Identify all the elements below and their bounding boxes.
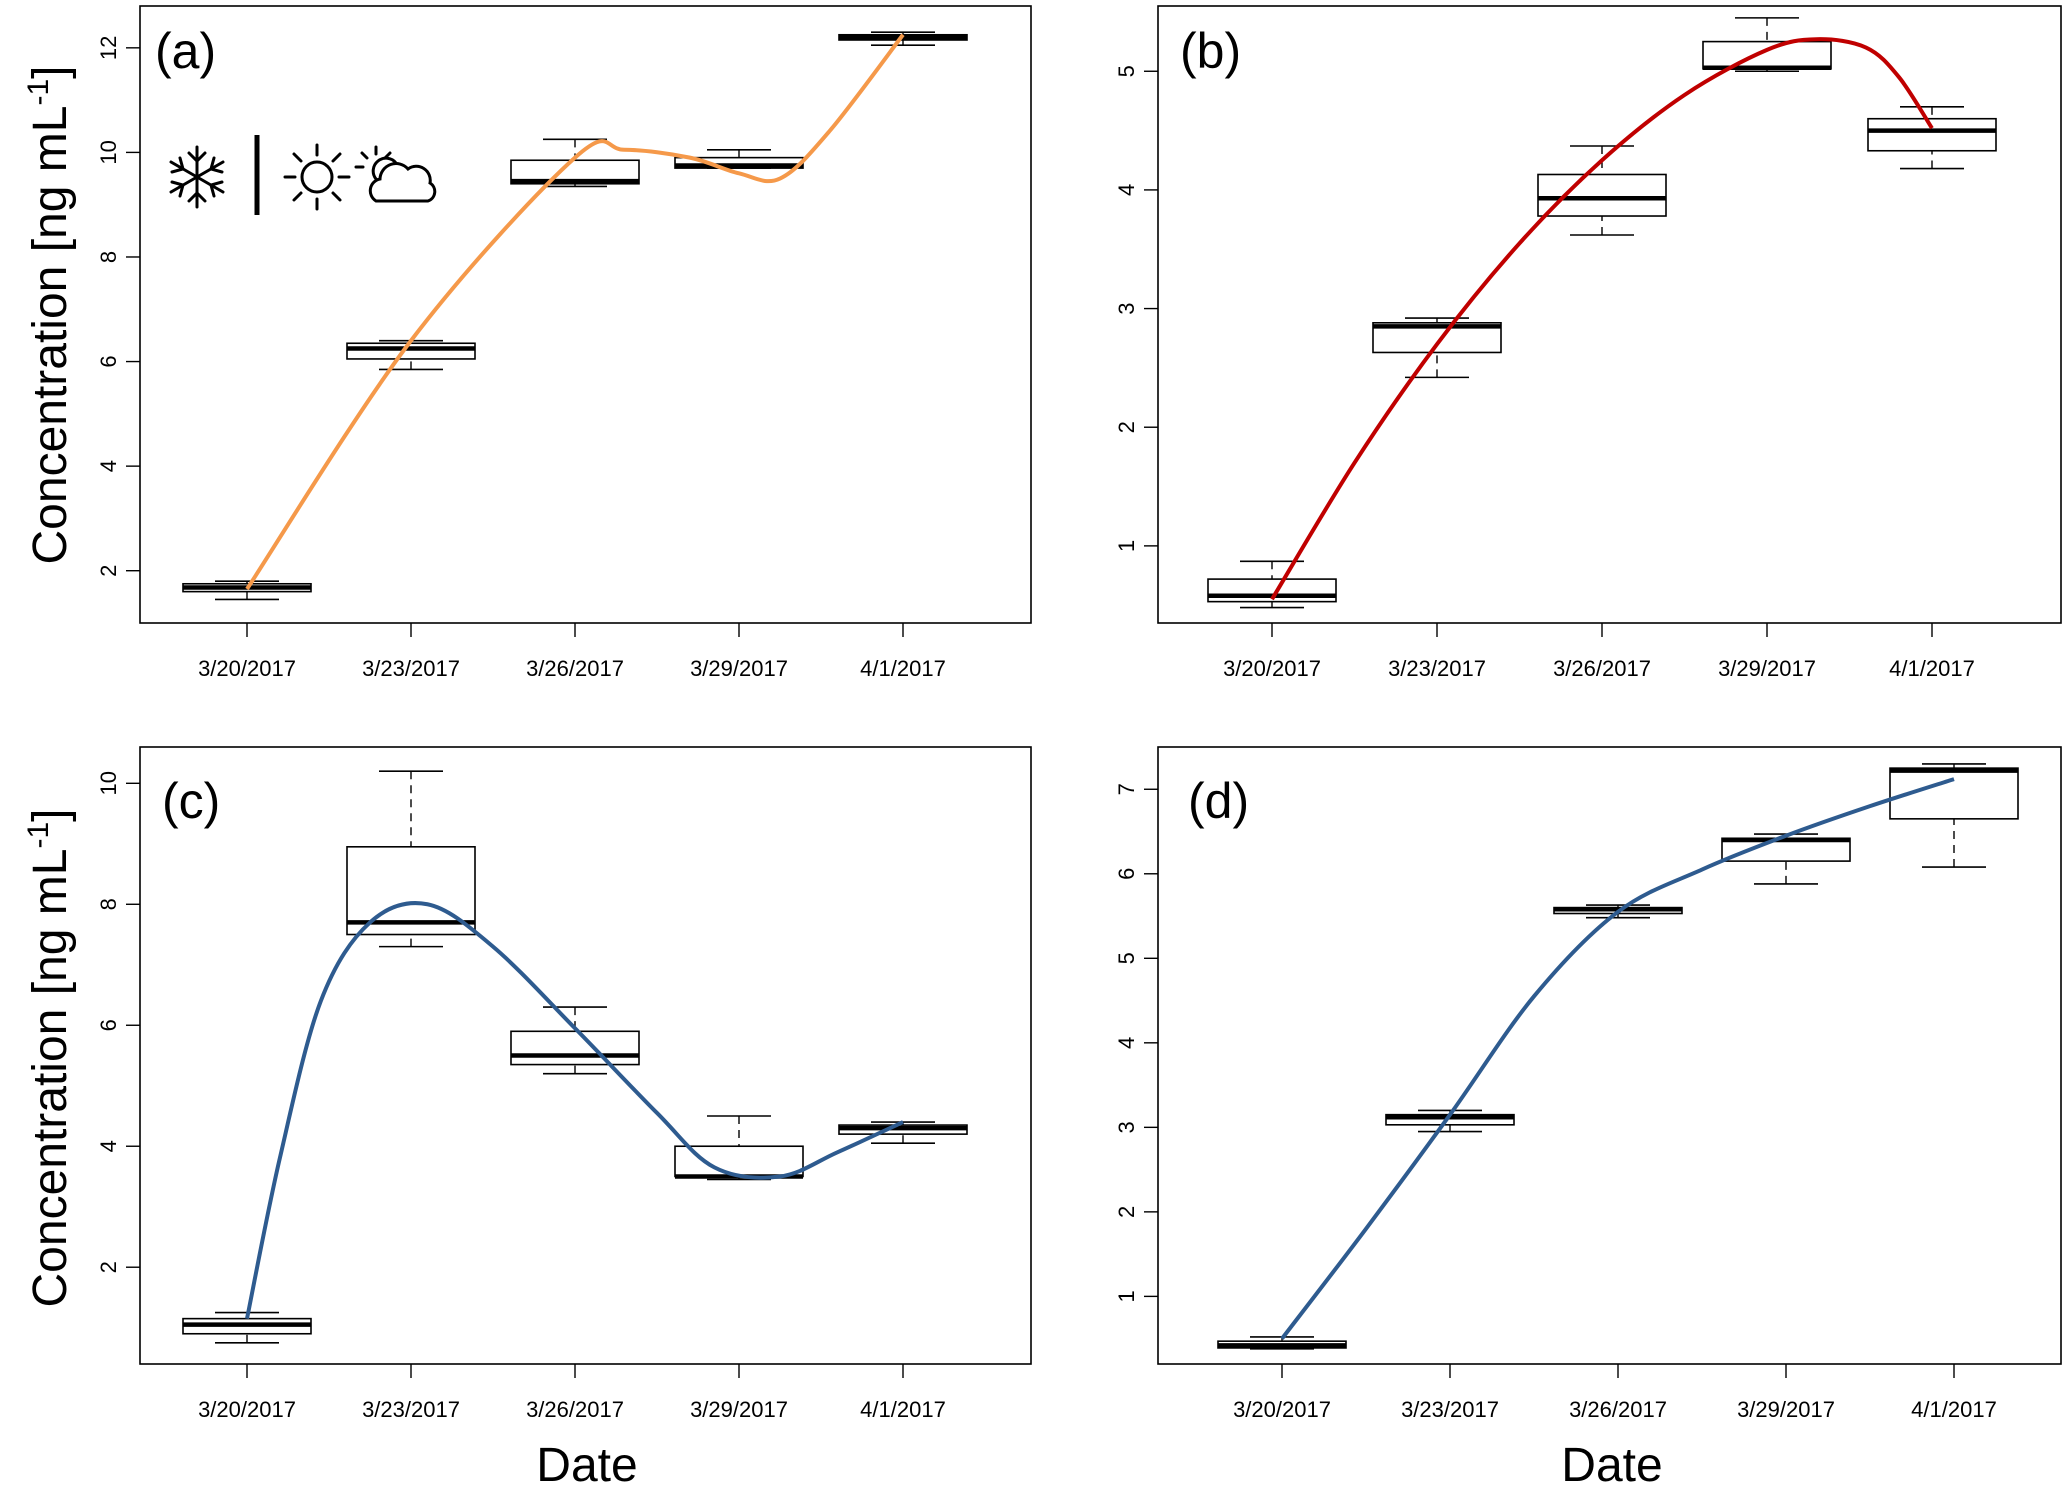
box-1	[346, 339, 476, 371]
x-tick-label: 4/1/2017	[860, 1397, 946, 1422]
y-tick-label: 1	[1114, 1290, 1139, 1302]
y-tick-label: 10	[96, 140, 121, 164]
y-tick-label: 6	[1114, 868, 1139, 880]
y-tick-label: 10	[96, 771, 121, 795]
fit-curve	[245, 33, 905, 591]
y-tick-label: 5	[1114, 65, 1139, 77]
box-4	[1867, 106, 1997, 170]
x-tick-label: 3/23/2017	[1388, 656, 1486, 681]
y-axis-label-c: Concentration [ng mL-1]	[22, 809, 77, 1308]
y-tick-label: 4	[96, 460, 121, 472]
x-axis-label-c: Date	[536, 1439, 637, 1492]
x-tick-label: 3/26/2017	[526, 656, 624, 681]
x-tick-label: 3/20/2017	[1233, 1397, 1331, 1422]
box-1	[346, 770, 476, 948]
y-tick-label: 4	[1114, 1037, 1139, 1049]
plot-frame-d	[1157, 746, 2062, 1365]
box-4	[1889, 763, 2019, 868]
y-tick-label: 3	[1114, 1121, 1139, 1133]
snowflake-icon	[169, 145, 225, 209]
box-2	[510, 1006, 640, 1075]
panel-c: (c) Concentration [ng mL-1] Date 2 4 6 8 10 3…	[22, 746, 1032, 1492]
y-tick-label: 2	[96, 1261, 121, 1273]
y-tick-label: 2	[96, 565, 121, 577]
x-tick-label: 3/23/2017	[1401, 1397, 1499, 1422]
y-axis-label-a: Concentration [ng mL-1]	[22, 66, 77, 565]
panel-label-d: (d)	[1188, 773, 1249, 829]
fit-curve	[245, 901, 904, 1320]
y-tick-label: 2	[1114, 1206, 1139, 1218]
iqr-box	[510, 1030, 640, 1066]
x-tick-label: 3/20/2017	[1223, 656, 1321, 681]
box-0	[1217, 1336, 1347, 1350]
panel-label-c: (c)	[162, 773, 220, 829]
plot-frame-c	[139, 746, 1032, 1365]
box-0	[182, 580, 312, 601]
box-1	[1372, 317, 1502, 379]
y-tick-label: 8	[96, 898, 121, 910]
box-3	[674, 1115, 804, 1181]
x-tick-label: 3/26/2017	[526, 1397, 624, 1422]
panel-label-a: (a)	[155, 23, 216, 79]
panel-label-b: (b)	[1180, 23, 1241, 79]
box-4	[838, 31, 968, 47]
y-tick-label: 1	[1114, 540, 1139, 552]
y-tick-label: 5	[1114, 952, 1139, 964]
plot-frame-b	[1157, 5, 2062, 624]
x-tick-label: 3/29/2017	[1718, 656, 1816, 681]
box-2	[510, 138, 640, 188]
y-tick-label: 6	[96, 1019, 121, 1031]
x-tick-label: 3/29/2017	[690, 1397, 788, 1422]
panel-b: (b) 1 2 3 4 5 3/20/2017 3/23/2017 3/26/2017 3/29…	[1114, 5, 2062, 681]
y-tick-label: 2	[1114, 421, 1139, 433]
x-tick-label: 3/20/2017	[198, 1397, 296, 1422]
y-tick-label: 12	[96, 36, 121, 60]
x-tick-label: 3/29/2017	[690, 656, 788, 681]
fit-curve	[1280, 777, 1955, 1340]
partly-cloudy-icon	[354, 145, 437, 203]
x-tick-label: 3/29/2017	[1737, 1397, 1835, 1422]
box-0	[182, 1311, 312, 1344]
fit-curve	[1270, 37, 1934, 601]
plot-frame-a	[139, 5, 1032, 624]
x-tick-label: 4/1/2017	[860, 656, 946, 681]
iqr-box	[1867, 117, 1997, 152]
sun-icon	[283, 143, 351, 211]
panel-d: (d) Date 1 2 3 4 5 6 7 3/20/2017 3/23/2017 3/26/2…	[1114, 746, 2062, 1492]
iqr-box	[346, 846, 476, 936]
iqr-box	[1537, 173, 1667, 217]
y-tick-label: 7	[1114, 783, 1139, 795]
y-tick-label: 8	[96, 251, 121, 263]
x-tick-label: 3/26/2017	[1569, 1397, 1667, 1422]
y-tick-label: 3	[1114, 302, 1139, 314]
box-4	[838, 1121, 968, 1145]
y-tick-label: 4	[96, 1140, 121, 1152]
box-3	[1702, 17, 1832, 73]
iqr-box	[346, 342, 476, 360]
box-2	[1537, 145, 1667, 236]
iqr-box	[1702, 40, 1832, 70]
x-tick-label: 3/26/2017	[1553, 656, 1651, 681]
x-tick-label: 3/20/2017	[198, 656, 296, 681]
x-axis-label-d: Date	[1561, 1439, 1662, 1492]
x-tick-label: 4/1/2017	[1889, 656, 1975, 681]
x-tick-label: 3/23/2017	[362, 656, 460, 681]
panel-a: (a) Concentration [ng mL-1] 2 4 6 8 10 12 3/20…	[22, 5, 1032, 681]
y-tick-label: 6	[96, 355, 121, 367]
x-tick-label: 4/1/2017	[1911, 1397, 1997, 1422]
box-3	[1721, 833, 1851, 885]
box-0	[1207, 560, 1337, 609]
y-tick-label: 4	[1114, 184, 1139, 196]
x-tick-label: 3/23/2017	[362, 1397, 460, 1422]
